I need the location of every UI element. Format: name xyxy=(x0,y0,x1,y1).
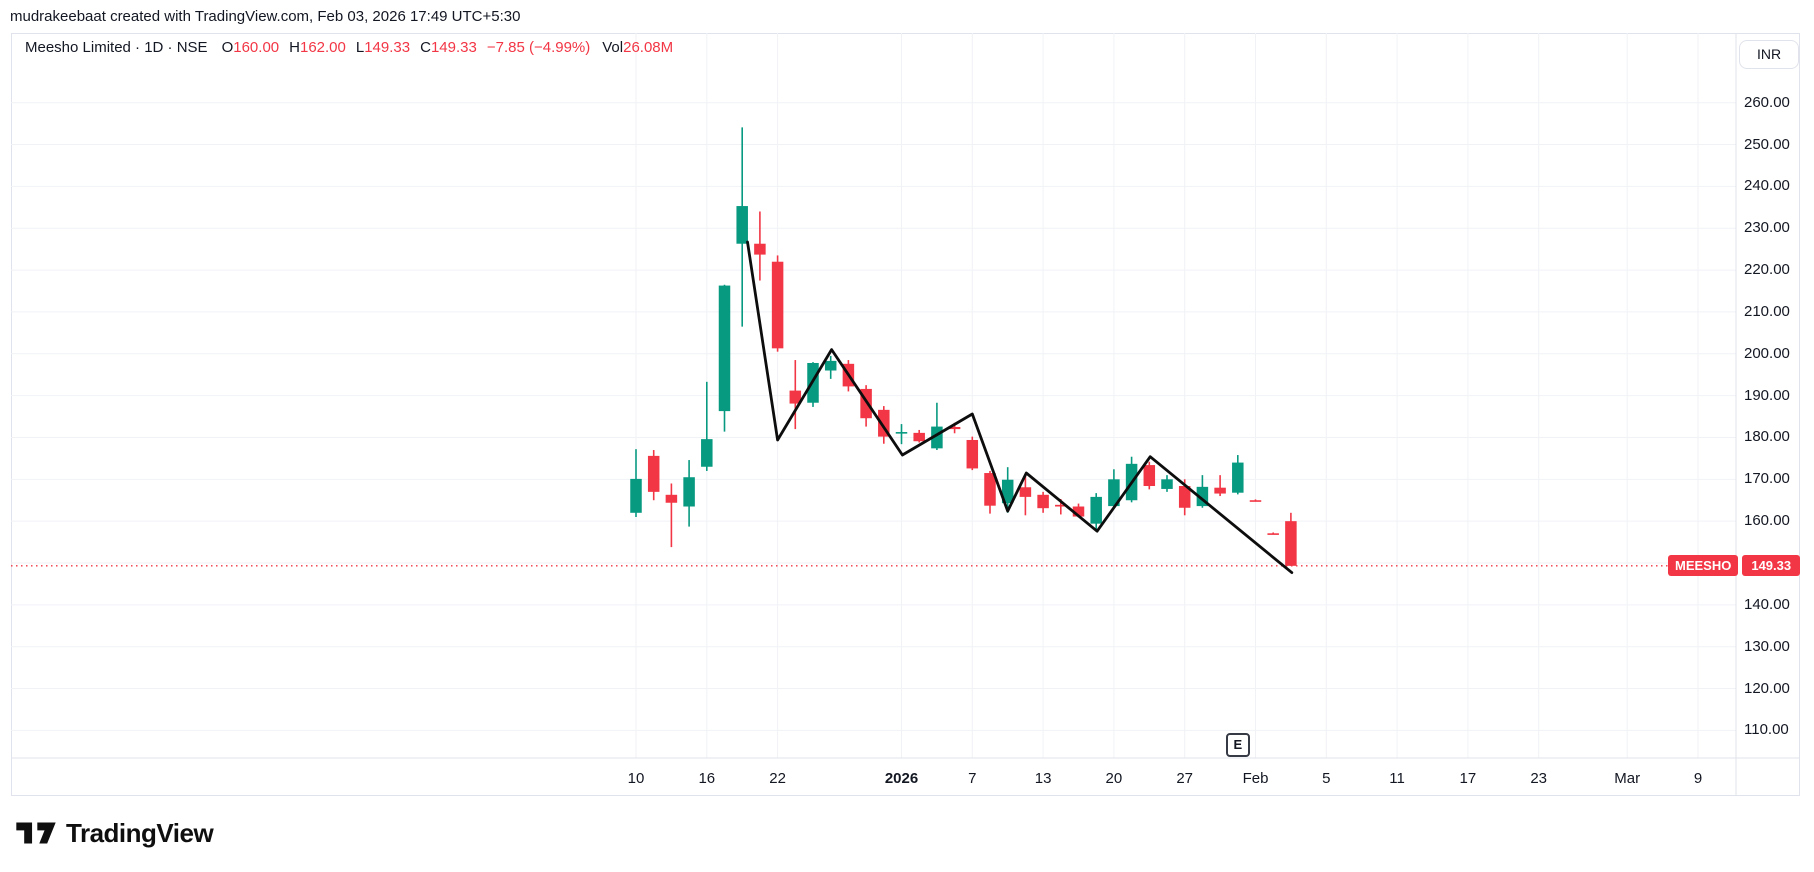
candle-body xyxy=(630,478,642,513)
price-tick-label: 250.00 xyxy=(1744,135,1790,153)
time-tick-label: Mar xyxy=(1614,770,1641,787)
symbol-title: Meesho Limited · 1D · NSE xyxy=(25,39,208,56)
price-tick-label: 210.00 xyxy=(1744,302,1790,320)
tradingview-logo-icon xyxy=(16,822,56,844)
time-tick-label: Feb xyxy=(1242,770,1269,787)
price-tick-label: 220.00 xyxy=(1744,261,1790,279)
time-tick-label: 27 xyxy=(1176,770,1194,787)
time-tick-label: 20 xyxy=(1105,770,1123,787)
ohlc-field-c: C149.33 xyxy=(420,39,477,56)
time-tick-label: 13 xyxy=(1034,770,1052,787)
time-tick-label: 23 xyxy=(1530,770,1548,787)
candle-body xyxy=(789,390,802,404)
candle-body xyxy=(1249,500,1262,502)
candle-body xyxy=(736,206,748,244)
candle-body xyxy=(1285,521,1297,566)
candle-body xyxy=(1019,487,1032,497)
candle-body xyxy=(718,285,731,412)
price-tick-label: 240.00 xyxy=(1744,177,1790,195)
candle-body xyxy=(1037,494,1049,509)
time-tick-label: 11 xyxy=(1389,770,1405,787)
price-tick-label: 180.00 xyxy=(1744,428,1790,446)
candle-body xyxy=(665,494,678,503)
candle-body xyxy=(1232,462,1244,493)
price-tick-label: 140.00 xyxy=(1744,595,1790,613)
candle-body xyxy=(931,426,943,449)
candle-body xyxy=(984,473,996,506)
ohlc-field-o: O160.00 xyxy=(221,39,280,56)
candle-body xyxy=(1072,506,1085,517)
candle-body xyxy=(1143,465,1156,487)
last-price-tag: MEESHO 149.33 xyxy=(1668,555,1801,576)
candle-body xyxy=(701,439,713,467)
ohlc-field-l: L149.33 xyxy=(355,39,411,56)
last-price-tag-symbol: MEESHO xyxy=(1668,555,1739,576)
time-tick-label: 17 xyxy=(1459,770,1477,787)
candle-body xyxy=(1196,486,1209,507)
price-tick-label: 120.00 xyxy=(1744,679,1790,697)
price-tick-label: 130.00 xyxy=(1744,637,1790,655)
price-tick-label: 230.00 xyxy=(1744,219,1790,237)
earnings-marker[interactable]: E xyxy=(1225,733,1250,757)
candle-body xyxy=(1055,504,1067,507)
time-tick-label: 22 xyxy=(769,770,786,787)
candle-body xyxy=(860,388,872,419)
candle-body xyxy=(683,477,695,507)
trend-line xyxy=(746,240,1294,574)
candle-body xyxy=(1161,479,1173,489)
brand-name: TradingView xyxy=(66,817,214,848)
symbol-legend: Meesho Limited · 1D · NSE O160.00 H162.00 L… xyxy=(25,39,683,56)
candle-body xyxy=(1178,486,1191,508)
currency-button[interactable]: INR xyxy=(1739,40,1799,69)
candle-body xyxy=(878,409,890,437)
candle-body xyxy=(1090,496,1102,524)
time-tick-label: 10 xyxy=(627,770,645,787)
attribution-text: mudrakeebaat created with TradingView.co… xyxy=(10,8,521,25)
candle-body xyxy=(824,360,837,371)
candle-body xyxy=(1214,487,1226,494)
price-tick-label: 160.00 xyxy=(1744,512,1790,530)
time-tick-label: 2026 xyxy=(884,770,919,787)
candle-body xyxy=(913,432,925,442)
candle-body xyxy=(966,439,979,469)
brand-footer[interactable]: TradingView xyxy=(15,816,214,850)
candle-body xyxy=(948,427,961,430)
ohlc-readout: O160.00 H162.00 L149.33 C149.33 xyxy=(222,39,487,56)
candle-body xyxy=(754,243,766,255)
candle-body xyxy=(1267,533,1279,535)
time-tick-label: 16 xyxy=(698,770,716,787)
candle-body xyxy=(647,455,660,492)
candle-body xyxy=(1001,479,1014,504)
candle-body xyxy=(1108,479,1120,507)
time-tick-label: 5 xyxy=(1322,770,1331,787)
price-tick-label: 260.00 xyxy=(1744,93,1790,111)
chart-panel xyxy=(11,33,1800,796)
candle-body xyxy=(771,261,784,349)
time-tick-label: 9 xyxy=(1693,770,1703,787)
time-tick-label: 7 xyxy=(968,770,977,787)
volume-label: Vol xyxy=(602,39,624,56)
price-tick-label: 170.00 xyxy=(1744,470,1790,488)
last-price-tag-value: 149.33 xyxy=(1742,555,1801,576)
change-value: −7.85 (−4.99%) xyxy=(486,39,591,56)
price-tick-label: 200.00 xyxy=(1744,344,1790,362)
candle-body xyxy=(895,432,908,434)
price-tick-label: 190.00 xyxy=(1744,386,1790,404)
price-tick-label: 110.00 xyxy=(1744,721,1789,739)
ohlc-field-h: H162.00 xyxy=(289,39,346,56)
volume-value: 26.08M xyxy=(623,39,674,56)
